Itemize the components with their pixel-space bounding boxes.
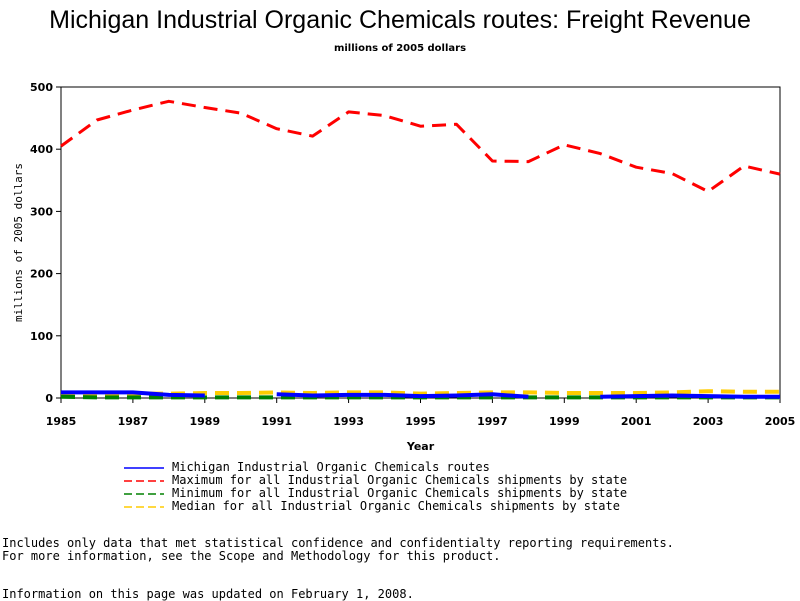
legend-swatch: [124, 506, 164, 508]
series-line-maximum: [60, 99, 781, 193]
series-line-routes: [600, 393, 780, 399]
axis-labels: 0 100 200 300 400 500 1985 1987 1989 1991 1993 1995…: [12, 81, 795, 453]
x-tick-label: 1995: [405, 415, 436, 428]
x-tick-label: 1989: [189, 415, 220, 428]
chart-subtitle: millions of 2005 dollars: [333, 43, 467, 54]
y-tick-label: 200: [30, 268, 53, 281]
legend-label: Minimum for all Industrial Organic Chemi…: [172, 486, 628, 500]
y-tick-label: 100: [30, 330, 53, 343]
x-axis-title: Year: [406, 440, 435, 453]
note-scope-methodology: For more information, see the Scope and …: [2, 549, 501, 563]
y-axis-title: millions of 2005 dollars: [12, 163, 25, 322]
x-tick-label: 1999: [549, 415, 580, 428]
plot-frame: [60, 86, 781, 399]
x-tick-label: 1993: [333, 415, 364, 428]
legend-label: Maximum for all Industrial Organic Chemi…: [172, 473, 628, 487]
x-tick-label: 1991: [261, 415, 292, 428]
legend-swatch: [124, 467, 164, 469]
legend-label: Median for all Industrial Organic Chemic…: [172, 499, 620, 513]
line-chart: 0 100 200 300 400 500 1985 1987 1989 1991 1993 1995…: [12, 81, 795, 453]
x-tick-label: 1997: [477, 415, 508, 428]
chart-title: Michigan Industrial Organic Chemicals ro…: [49, 6, 751, 34]
series-line-routes: [276, 392, 529, 399]
x-tick-label: 1985: [46, 415, 77, 428]
x-tick-label: 2001: [621, 415, 652, 428]
legend-swatch: [124, 480, 164, 482]
note-confidentiality: Includes only data that met statistical …: [2, 536, 674, 550]
series-line-routes: [61, 390, 205, 398]
x-tick-label: 1987: [118, 415, 149, 428]
y-tick-label: 500: [30, 81, 53, 94]
y-tick-label: 0: [45, 392, 53, 405]
legend-label: Michigan Industrial Organic Chemicals ro…: [172, 460, 490, 474]
x-tick-label: 2005: [765, 415, 796, 428]
axes: [56, 86, 781, 403]
x-tick-label: 2003: [693, 415, 724, 428]
note-updated-date: Information on this page was updated on …: [2, 587, 414, 601]
y-tick-label: 300: [30, 205, 53, 218]
y-tick-label: 400: [30, 143, 53, 156]
legend-swatch: [124, 493, 164, 495]
series-lines: [60, 99, 781, 400]
